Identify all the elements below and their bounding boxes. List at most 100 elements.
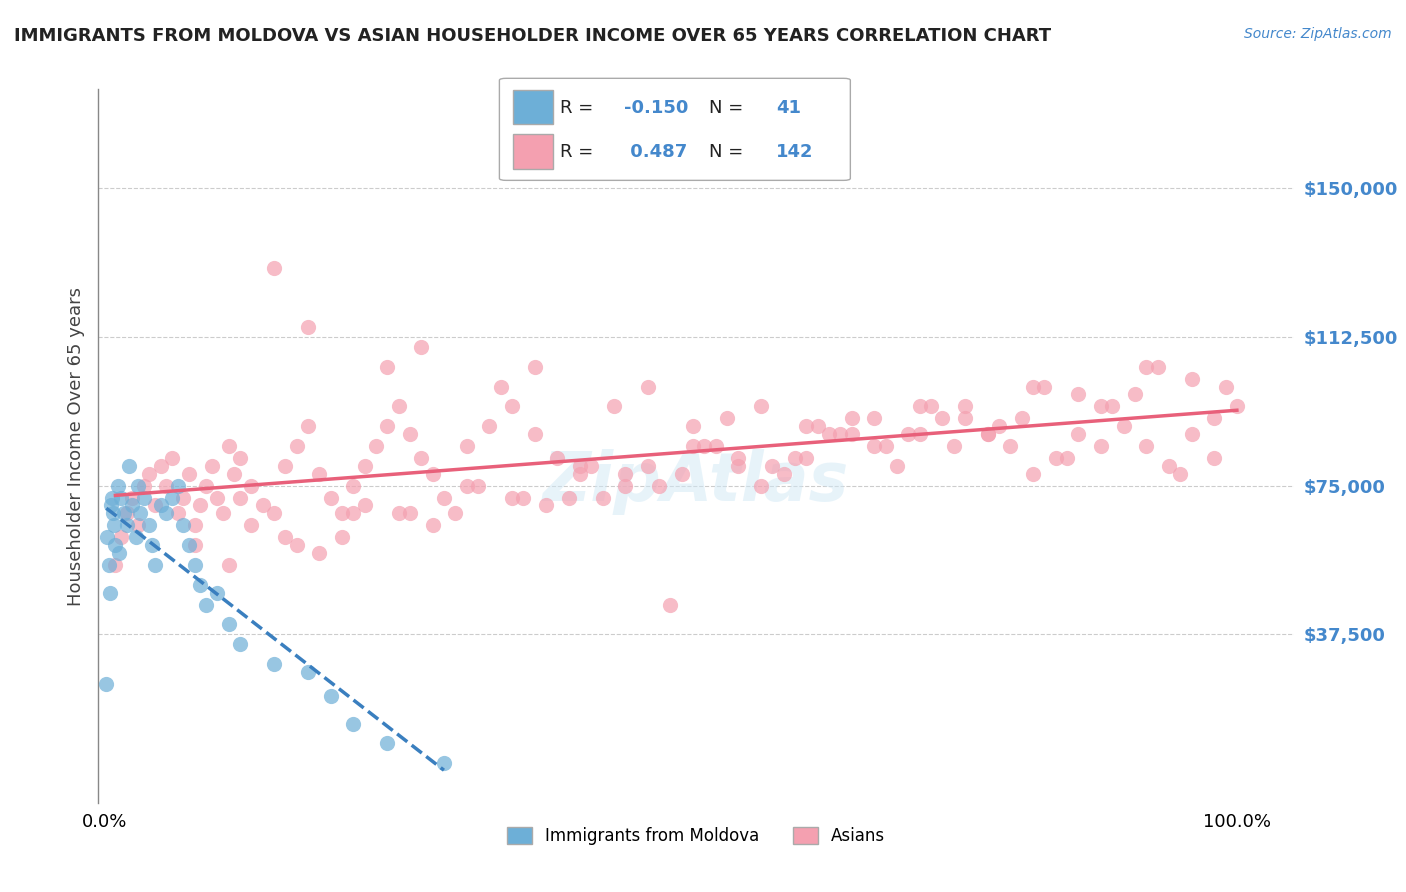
Point	[433, 756, 456, 771]
Point	[110, 530, 132, 544]
Point	[115, 518, 138, 533]
Point	[252, 499, 274, 513]
Point	[1226, 400, 1249, 414]
Point	[98, 585, 121, 599]
Point	[297, 320, 319, 334]
Text: R =: R =	[560, 143, 599, 161]
Point	[240, 518, 263, 533]
Text: R =: R =	[560, 99, 599, 117]
Point	[875, 439, 897, 453]
Point	[489, 379, 512, 393]
Point	[1215, 379, 1237, 393]
Point	[908, 400, 931, 414]
Point	[229, 637, 252, 651]
Point	[1180, 371, 1202, 385]
FancyBboxPatch shape	[499, 78, 851, 180]
Point	[263, 507, 285, 521]
Point	[212, 507, 235, 521]
Point	[467, 478, 489, 492]
Text: Source: ZipAtlas.com: Source: ZipAtlas.com	[1244, 27, 1392, 41]
Point	[218, 439, 240, 453]
Point	[155, 507, 177, 521]
Point	[727, 450, 749, 465]
Point	[796, 419, 818, 434]
Point	[830, 427, 852, 442]
Point	[841, 427, 863, 442]
Point	[648, 478, 671, 492]
Point	[330, 507, 353, 521]
Point	[107, 478, 129, 492]
Point	[1090, 400, 1112, 414]
Point	[444, 507, 467, 521]
Point	[353, 499, 375, 513]
Point	[614, 467, 637, 481]
Point	[342, 478, 364, 492]
Point	[614, 478, 637, 492]
Point	[1090, 439, 1112, 453]
Point	[1022, 467, 1045, 481]
Point	[125, 530, 148, 544]
Point	[546, 450, 568, 465]
Point	[229, 491, 252, 505]
Point	[411, 450, 433, 465]
Point	[1135, 439, 1157, 453]
Point	[988, 419, 1011, 434]
Point	[121, 491, 143, 505]
Point	[749, 478, 772, 492]
Point	[166, 478, 188, 492]
Point	[886, 458, 908, 473]
Point	[132, 491, 155, 505]
Point	[433, 491, 456, 505]
Point	[101, 507, 124, 521]
Point	[342, 507, 364, 521]
Point	[523, 427, 546, 442]
Point	[388, 507, 411, 521]
Point	[523, 359, 546, 374]
Point	[671, 467, 693, 481]
Point	[96, 677, 118, 691]
Point	[218, 617, 240, 632]
Point	[115, 507, 138, 521]
Point	[166, 507, 188, 521]
Text: 0.487: 0.487	[624, 143, 688, 161]
Point	[592, 491, 614, 505]
Point	[534, 499, 557, 513]
Point	[129, 507, 152, 521]
Point	[388, 400, 411, 414]
Point	[761, 458, 783, 473]
Point	[976, 427, 998, 442]
Point	[143, 558, 166, 572]
Point	[375, 419, 398, 434]
Point	[1056, 450, 1078, 465]
Point	[110, 491, 132, 505]
Point	[177, 467, 200, 481]
Point	[682, 439, 704, 453]
Point	[141, 538, 163, 552]
Point	[512, 491, 534, 505]
Point	[240, 478, 263, 492]
Point	[207, 585, 229, 599]
Point	[1112, 419, 1135, 434]
Point	[104, 538, 127, 552]
Point	[172, 518, 194, 533]
Point	[456, 478, 478, 492]
Point	[160, 491, 183, 505]
Point	[96, 530, 118, 544]
Point	[579, 458, 602, 473]
Point	[953, 411, 976, 425]
Point	[637, 379, 659, 393]
Text: N =: N =	[709, 99, 748, 117]
Point	[108, 546, 131, 560]
Point	[1204, 411, 1226, 425]
Point	[727, 458, 749, 473]
Point	[399, 507, 422, 521]
Point	[353, 458, 375, 473]
Point	[1033, 379, 1056, 393]
Point	[557, 491, 579, 505]
Point	[190, 499, 212, 513]
Text: ZipAtlas: ZipAtlas	[543, 449, 849, 515]
Point	[501, 400, 523, 414]
Point	[195, 478, 218, 492]
Point	[422, 467, 444, 481]
Point	[104, 558, 127, 572]
